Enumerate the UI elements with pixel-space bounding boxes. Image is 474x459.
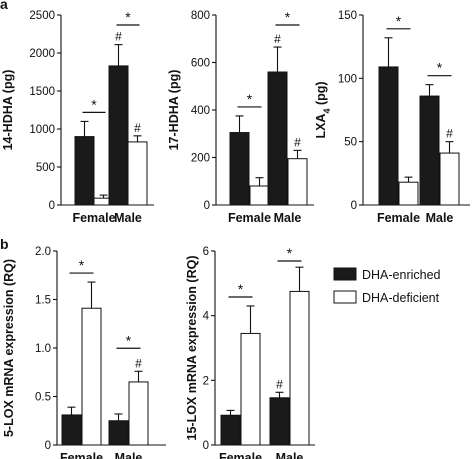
y-axis-label: 15-LOX mRNA expression (RQ) — [185, 256, 199, 441]
y-tick-label: 800 — [191, 10, 210, 22]
y-tick-label: 0 — [351, 200, 357, 212]
y-tick-label: 2500 — [29, 10, 55, 22]
bar — [74, 136, 95, 206]
y-axis-label: 17-HDHA (pg) — [167, 70, 181, 151]
y-axis-label: 5-LOX mRNA expression (RQ) — [2, 259, 16, 437]
significance-star: * — [126, 332, 132, 348]
y-tick-label: 0 — [49, 200, 55, 212]
chart-17-hdha: 0 200 400 600 800 17-HDHA (pg) Female Male # # * * — [167, 9, 314, 225]
x-tick-label: Male — [276, 451, 304, 459]
bar — [289, 290, 310, 446]
bar — [108, 420, 129, 446]
bar — [61, 414, 82, 446]
significance-hash: # — [446, 127, 453, 141]
bar — [249, 185, 270, 206]
significance-star: * — [247, 91, 253, 107]
y-axis-label: 14-HDHA (pg) — [1, 70, 15, 151]
significance-hash: # — [134, 121, 141, 135]
bar — [240, 332, 261, 446]
legend-swatch-dha-deficient — [333, 290, 357, 304]
bar — [127, 141, 148, 206]
x-tick-label: Male — [274, 211, 302, 225]
bar — [128, 381, 149, 446]
legend: DHA-enriched DHA-deficient — [333, 267, 441, 305]
bar — [287, 158, 308, 206]
significance-star: * — [287, 245, 293, 261]
y-tick-label: 4 — [203, 311, 210, 323]
y-tick-label: 500 — [36, 162, 55, 174]
significance-star: * — [285, 9, 291, 25]
y-tick-label: 0 — [203, 440, 209, 452]
significance-star: * — [125, 9, 131, 25]
y-tick-label: 1.5 — [35, 295, 51, 307]
panel-letter-b: b — [0, 236, 9, 252]
significance-star: * — [79, 257, 85, 273]
y-tick-label: 1500 — [29, 86, 55, 98]
x-tick-label: Female — [60, 451, 103, 459]
bar — [108, 65, 129, 206]
y-tick-label: 1000 — [29, 124, 55, 136]
chart-14-hdha: 0 500 1000 1500 2000 2500 14-HDHA (pg) FemaleMa… — [1, 9, 154, 225]
bar — [269, 397, 290, 446]
chart-15-lox: 0 2 4 6 15-LOX mRNA expression (RQ) Female Mal… — [185, 245, 315, 459]
significance-star: * — [396, 13, 402, 29]
y-tick-label: 1.0 — [35, 343, 51, 355]
bar — [267, 71, 288, 206]
y-tick-label: 2 — [203, 375, 209, 387]
x-tick-label: Male — [426, 211, 454, 225]
significance-hash: # — [294, 135, 301, 149]
x-tick-label: Male — [114, 211, 142, 225]
chart-5-lox: 0 0.5 1.0 1.5 2.0 5-LOX mRNA expression (RQ) F… — [2, 246, 166, 459]
y-tick-label: 6 — [203, 246, 209, 258]
panel-letter-a: a — [0, 0, 8, 12]
y-tick-label: 0.5 — [35, 392, 51, 404]
significance-hash: # — [135, 356, 142, 370]
significance-hash: # — [115, 30, 122, 44]
x-tick-label: Female — [377, 211, 420, 225]
bar — [81, 307, 102, 446]
legend-swatch-dha-enriched — [333, 267, 357, 281]
y-axis-label: LXA4 (pg) — [314, 81, 332, 138]
y-tick-label: 200 — [191, 153, 210, 165]
significance-hash: # — [276, 377, 283, 391]
significance-hash: # — [274, 32, 281, 46]
bar — [419, 95, 440, 206]
bar — [398, 181, 419, 206]
legend-label-dha-enriched: DHA-enriched — [362, 268, 441, 282]
bar — [220, 414, 241, 446]
y-tick-label: 150 — [338, 10, 357, 22]
bar — [439, 152, 460, 206]
chart-lxa4: 0 50 100 150 LXA4 (pg) Female Male # * * — [314, 10, 470, 225]
legend-label-dha-deficient: DHA-deficient — [362, 291, 440, 305]
x-tick-label: Female — [228, 211, 271, 225]
bar — [229, 132, 250, 206]
y-tick-label: 50 — [344, 137, 357, 149]
y-tick-label: 2000 — [29, 48, 55, 60]
x-tick-label: Male — [115, 451, 143, 459]
y-tick-label: 0 — [45, 440, 51, 452]
x-tick-label: Female — [72, 211, 115, 225]
x-tick-label: Female — [219, 451, 262, 459]
y-tick-label: 600 — [191, 58, 210, 70]
y-tick-label: 2.0 — [35, 246, 51, 258]
significance-star: * — [91, 96, 97, 112]
significance-star: * — [437, 60, 443, 76]
significance-star: * — [238, 281, 244, 297]
y-tick-label: 400 — [191, 105, 210, 117]
bar — [378, 66, 399, 206]
y-tick-label: 100 — [338, 73, 357, 85]
y-tick-label: 0 — [204, 200, 210, 212]
